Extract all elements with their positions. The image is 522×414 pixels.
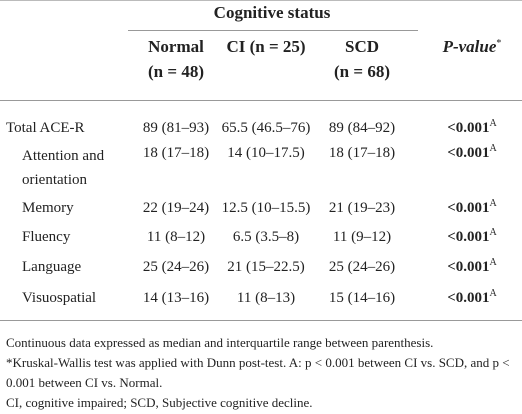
p-header-sup: * xyxy=(496,38,502,49)
cell: 11 (8–13) xyxy=(236,290,296,306)
header-rule xyxy=(0,100,522,101)
p-value-sup: A xyxy=(489,227,497,238)
p-header-text: P-value xyxy=(442,37,497,56)
cell: 15 (14–16) xyxy=(328,290,396,306)
cell: 18 (17–18) xyxy=(328,145,396,161)
cell: 65.5 (46.5–76) xyxy=(221,120,311,136)
group-header: Cognitive status xyxy=(213,3,331,22)
column-n: (n = 48) xyxy=(148,62,204,81)
cell: 14 (13–16) xyxy=(142,290,210,306)
bottom-rule xyxy=(0,320,522,321)
row-label: Memory xyxy=(22,200,74,216)
p-value-sup: A xyxy=(489,257,497,268)
p-value-sup: A xyxy=(489,143,497,154)
row-label: Language xyxy=(22,259,82,275)
p-value-text: <0.001 xyxy=(447,145,490,161)
cell: 22 (19–24) xyxy=(142,200,210,216)
column-header: SCD xyxy=(344,37,380,56)
cell: 14 (10–17.5) xyxy=(227,145,305,161)
cell: 21 (15–22.5) xyxy=(227,259,305,275)
p-value: <0.001A xyxy=(447,289,497,307)
row-label: Fluency xyxy=(22,229,71,245)
cell: 11 (8–12) xyxy=(146,229,206,245)
column-n: (n = 68) xyxy=(334,62,390,81)
p-value: <0.001A xyxy=(447,119,497,137)
row-label: Attention and orientation xyxy=(22,148,105,188)
p-value-text: <0.001 xyxy=(447,120,490,136)
p-value-sup: A xyxy=(489,118,497,129)
cell: 25 (24–26) xyxy=(328,259,396,275)
cell: 89 (84–92) xyxy=(328,120,396,136)
p-value: <0.001A xyxy=(447,199,497,217)
cell: 18 (17–18) xyxy=(142,145,210,161)
p-value: <0.001A xyxy=(447,228,497,246)
cell: 6.5 (3.5–8) xyxy=(232,229,300,245)
column-header: Normal xyxy=(148,37,204,56)
top-rule xyxy=(0,0,522,1)
cell: 12.5 (10–15.5) xyxy=(221,200,311,216)
p-value-sup: A xyxy=(489,288,497,299)
p-value-sup: A xyxy=(489,198,497,209)
p-value: <0.001A xyxy=(447,258,497,276)
footnote: Continuous data expressed as median and … xyxy=(6,335,434,350)
cell: 89 (81–93) xyxy=(142,120,210,136)
p-value-text: <0.001 xyxy=(447,200,490,216)
p-value-text: <0.001 xyxy=(447,290,490,306)
row-label: Visuospatial xyxy=(22,290,97,306)
footnote: *Kruskal-Wallis test was applied with Du… xyxy=(6,355,510,390)
p-value-text: <0.001 xyxy=(447,259,490,275)
p-header: P-value* xyxy=(443,38,502,56)
footnote: CI, cognitive impaired; SCD, Subjective … xyxy=(6,395,313,410)
cell: 25 (24–26) xyxy=(142,259,210,275)
group-rule xyxy=(128,30,418,31)
p-value-text: <0.001 xyxy=(447,229,490,245)
column-header: CI (n = 25) xyxy=(226,37,306,56)
cell: 11 (9–12) xyxy=(332,229,392,245)
row-label: Total ACE-R xyxy=(6,120,85,136)
cell: 21 (19–23) xyxy=(328,200,396,216)
p-value: <0.001A xyxy=(447,144,497,162)
